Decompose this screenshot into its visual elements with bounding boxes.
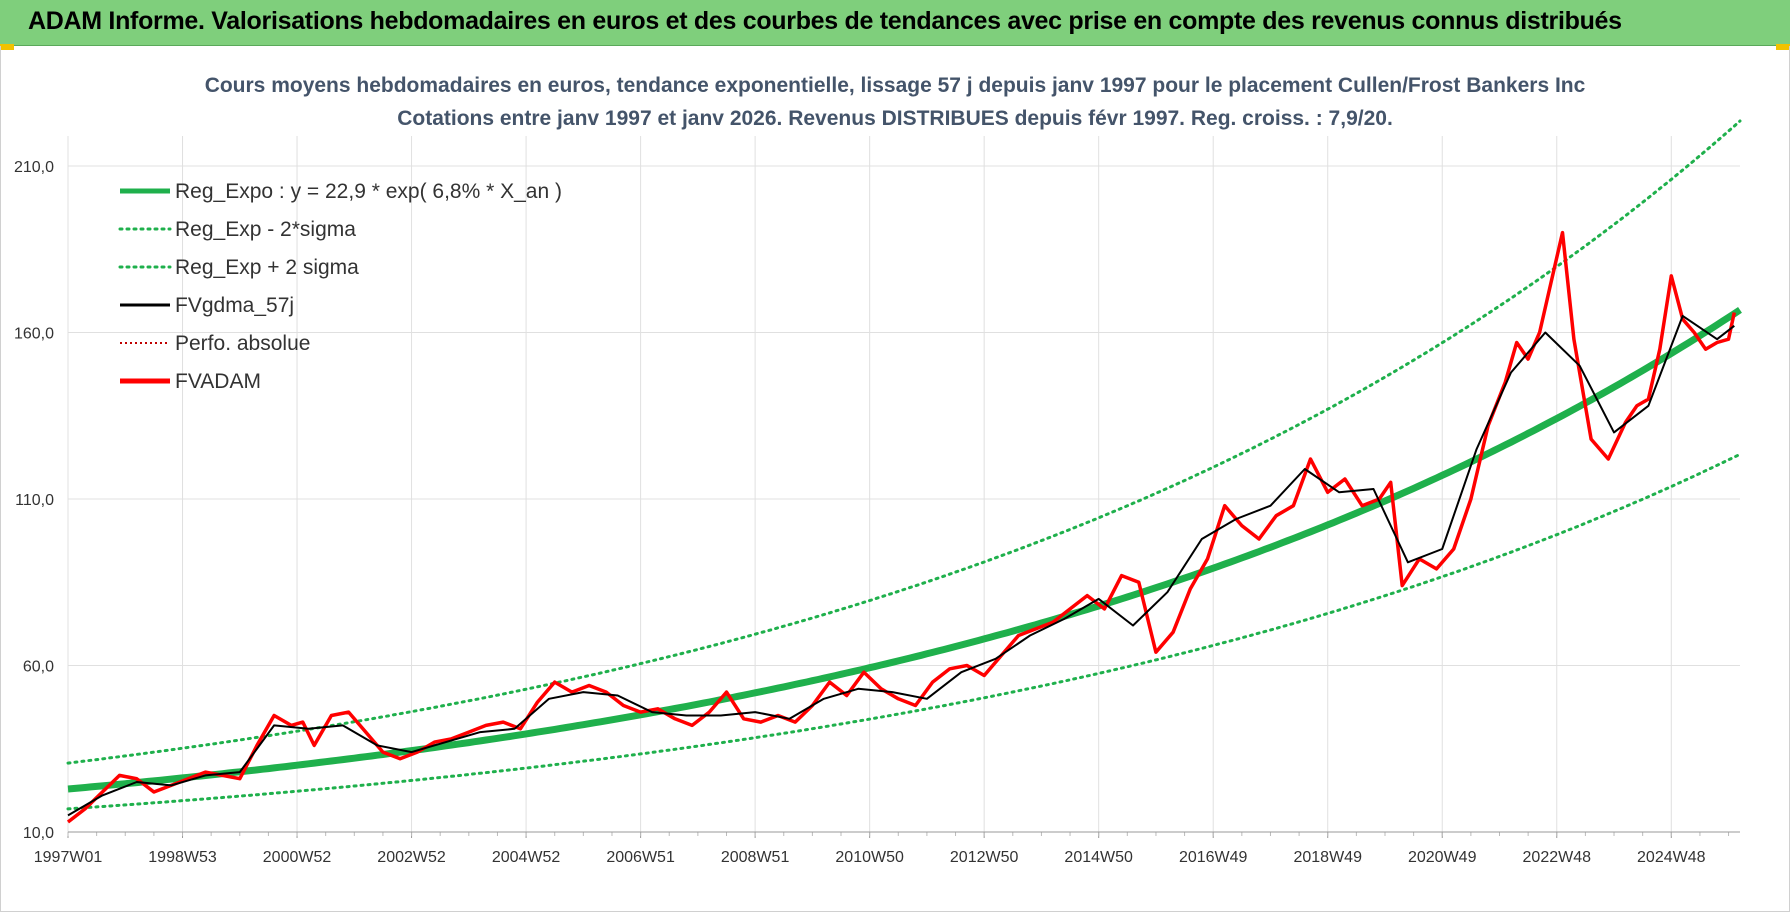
legend-label: FVADAM — [175, 370, 261, 393]
x-tick-label: 2006W51 — [606, 849, 675, 866]
legend-entry: Reg_Exp + 2 sigma — [118, 256, 359, 279]
x-tick-label: 2000W52 — [263, 849, 332, 866]
x-tick-label: 2004W52 — [492, 849, 561, 866]
y-tick-label: 110,0 — [15, 492, 54, 509]
chart-series — [66, 119, 1742, 824]
x-tick-label: 2008W51 — [721, 849, 790, 866]
legend-label: FVgdma_57j — [175, 294, 294, 317]
x-tick-label: 2020W49 — [1408, 849, 1477, 866]
x-tick-label: 2022W48 — [1523, 849, 1592, 866]
chart-title-line-2: Cotations entre janv 1997 et janv 2026. … — [397, 107, 1393, 130]
y-tick-label: 210,0 — [14, 159, 54, 176]
y-tick-label: 10,0 — [23, 825, 54, 842]
y-tick-label: 60,0 — [23, 659, 54, 676]
x-tick-label: 2010W50 — [835, 849, 904, 866]
corner-marker-left — [0, 44, 14, 50]
legend-label: Reg_Expo : y = 22,9 * exp( 6,8% * X_an ) — [175, 180, 562, 203]
legend-entry: FVgdma_57j — [120, 294, 294, 317]
chart-legend: Reg_Expo : y = 22,9 * exp( 6,8% * X_an )… — [118, 180, 562, 393]
series-fvadam — [66, 230, 1737, 824]
legend-label: Reg_Exp + 2 sigma — [175, 256, 359, 279]
x-tick-label: 2014W50 — [1064, 849, 1133, 866]
legend-entry: FVADAM — [120, 370, 261, 393]
x-tick-label: 2012W50 — [950, 849, 1019, 866]
x-tick-label: 1997W01 — [34, 849, 103, 866]
chart-title: Cours moyens hebdomadaires en euros, ten… — [205, 74, 1586, 130]
legend-entry: Reg_Expo : y = 22,9 * exp( 6,8% * X_an ) — [120, 180, 562, 203]
y-tick-label: 160,0 — [14, 326, 54, 343]
legend-entry: Reg_Exp - 2*sigma — [118, 218, 356, 241]
series-fvgdma-57j — [67, 314, 1735, 817]
x-tick-label: 2018W49 — [1293, 849, 1362, 866]
x-tick-label: 2024W48 — [1637, 849, 1706, 866]
chart-title-line-1: Cours moyens hebdomadaires en euros, ten… — [205, 74, 1586, 97]
corner-marker-right — [1776, 44, 1790, 50]
x-tick-label: 1998W53 — [148, 849, 217, 866]
chart-axes: 210,0 160,0 110,0 60,0 10,0 1997W01 1998W53 200… — [14, 159, 1740, 866]
x-tick-label: 2002W52 — [377, 849, 446, 866]
legend-label: Perfo. absolue — [175, 332, 310, 355]
series-reg-exp-plus-2-sigma — [66, 119, 1742, 765]
legend-label: Reg_Exp - 2*sigma — [175, 218, 356, 241]
x-tick-label: 2016W49 — [1179, 849, 1248, 866]
series-reg-exp-minus-2-sigma — [66, 452, 1742, 811]
report-banner: ADAM Informe. Valorisations hebdomadaire… — [0, 0, 1790, 46]
series-reg-expo — [67, 306, 1742, 793]
report-title: ADAM Informe. Valorisations hebdomadaire… — [28, 7, 1622, 35]
legend-entry: Perfo. absolue — [120, 332, 310, 355]
